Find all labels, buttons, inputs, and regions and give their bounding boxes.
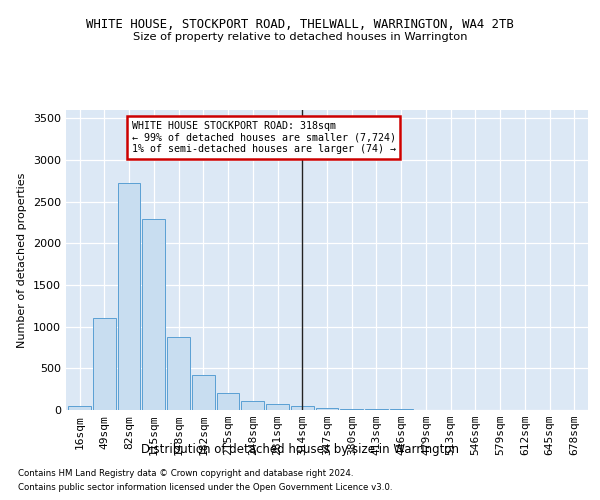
Bar	[217, 394, 239, 410]
Bar	[167, 336, 190, 410]
Text: WHITE HOUSE, STOCKPORT ROAD, THELWALL, WARRINGTON, WA4 2TB: WHITE HOUSE, STOCKPORT ROAD, THELWALL, W…	[86, 18, 514, 30]
Bar	[93, 318, 116, 410]
Bar	[316, 408, 338, 410]
Text: Distribution of detached houses by size in Warrington: Distribution of detached houses by size …	[141, 442, 459, 456]
Bar	[340, 409, 363, 410]
Bar	[291, 406, 314, 410]
Bar	[68, 406, 91, 410]
Text: Contains public sector information licensed under the Open Government Licence v3: Contains public sector information licen…	[18, 484, 392, 492]
Bar	[266, 404, 289, 410]
Text: Contains HM Land Registry data © Crown copyright and database right 2024.: Contains HM Land Registry data © Crown c…	[18, 468, 353, 477]
Bar	[365, 409, 388, 410]
Bar	[142, 219, 165, 410]
Bar	[192, 375, 215, 410]
Bar	[118, 182, 140, 410]
Y-axis label: Number of detached properties: Number of detached properties	[17, 172, 28, 348]
Text: WHITE HOUSE STOCKPORT ROAD: 318sqm
← 99% of detached houses are smaller (7,724)
: WHITE HOUSE STOCKPORT ROAD: 318sqm ← 99%…	[131, 121, 395, 154]
Bar	[241, 401, 264, 410]
Text: Size of property relative to detached houses in Warrington: Size of property relative to detached ho…	[133, 32, 467, 42]
